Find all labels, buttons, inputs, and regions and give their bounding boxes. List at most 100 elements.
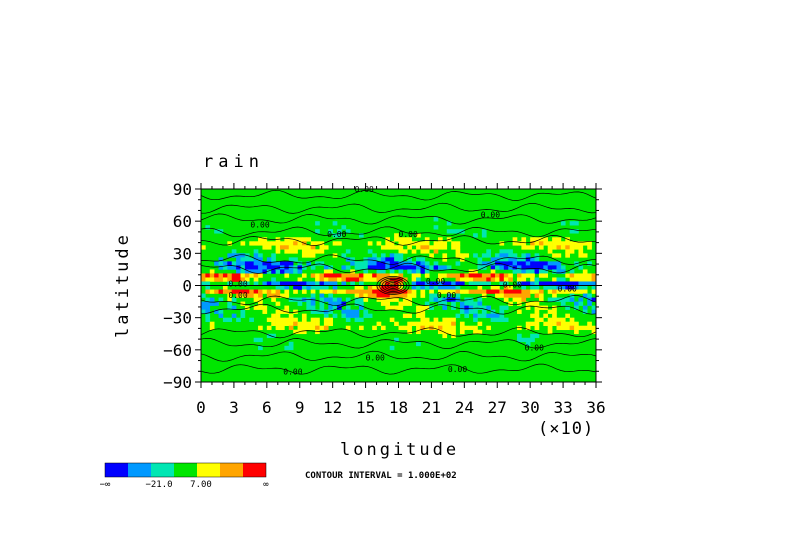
field-cell <box>271 293 276 298</box>
field-cell <box>565 305 570 310</box>
field-cell <box>244 273 250 278</box>
field-cell <box>464 289 470 294</box>
field-cell <box>398 237 404 242</box>
field-cell <box>429 253 434 258</box>
field-cell <box>205 301 211 306</box>
field-cell <box>530 277 535 282</box>
field-cell <box>560 285 566 290</box>
field-cell <box>240 269 246 274</box>
field-cell <box>341 277 347 282</box>
y-tick-label: −90 <box>163 373 192 392</box>
field-cell <box>301 289 307 294</box>
field-cell <box>275 325 281 331</box>
field-cell <box>319 281 325 286</box>
field-cell <box>543 269 549 274</box>
field-cell <box>328 321 333 327</box>
field-cell <box>486 289 491 294</box>
field-cell <box>481 305 487 310</box>
field-cell <box>359 281 364 286</box>
field-cell <box>556 285 562 290</box>
field-cell <box>231 277 237 282</box>
field-cell <box>569 221 575 226</box>
field-cell <box>231 249 237 254</box>
field-cell <box>306 325 312 331</box>
field-cell <box>407 301 412 306</box>
field-cell <box>591 285 597 290</box>
field-cell <box>416 313 421 318</box>
field-cell <box>495 289 500 294</box>
field-cell <box>363 297 369 302</box>
field-cell <box>530 301 535 306</box>
field-cell <box>380 265 386 270</box>
field-cell <box>345 265 351 270</box>
field-cell <box>262 265 268 270</box>
field-cell <box>525 341 531 347</box>
field-cell <box>301 253 307 258</box>
field-cell <box>407 269 412 274</box>
field-cell <box>420 245 426 250</box>
field-cell <box>468 305 474 310</box>
field-cell <box>574 301 579 306</box>
field-cell <box>521 297 527 302</box>
field-cell <box>398 293 404 298</box>
field-cell <box>301 321 307 327</box>
field-cell <box>297 301 303 306</box>
field-cell <box>201 245 206 250</box>
field-cell <box>244 305 250 310</box>
field-cell <box>280 325 285 331</box>
field-cell <box>433 265 439 270</box>
field-cell <box>481 229 487 234</box>
field-cell <box>354 261 360 266</box>
field-cell <box>332 281 338 286</box>
field-cell <box>214 229 219 234</box>
field-cell <box>424 237 430 242</box>
field-cell <box>367 249 373 254</box>
field-cell <box>293 281 298 286</box>
field-cell <box>315 285 320 290</box>
field-cell <box>222 289 228 294</box>
field-cell <box>429 321 434 327</box>
field-cell <box>372 285 377 290</box>
field-cell <box>508 301 513 306</box>
field-cell <box>455 273 461 278</box>
field-cell <box>578 245 584 250</box>
field-cell <box>258 289 263 294</box>
field-cell <box>280 285 285 290</box>
field-cell <box>556 277 562 282</box>
field-cell <box>416 321 421 327</box>
field-cell <box>446 281 452 286</box>
field-cell <box>394 273 399 278</box>
field-cell <box>372 293 377 298</box>
field-cell <box>385 297 391 302</box>
field-cell <box>332 277 338 282</box>
field-cell <box>284 281 290 286</box>
field-cell <box>455 277 461 282</box>
field-cell <box>402 325 408 331</box>
field-cell <box>433 245 439 250</box>
field-cell <box>288 269 294 274</box>
field-cell <box>499 309 505 314</box>
field-cell <box>552 237 557 242</box>
field-cell <box>486 253 491 258</box>
field-cell <box>569 241 575 246</box>
field-cell <box>565 289 570 294</box>
field-cell <box>477 273 483 278</box>
field-cell <box>227 301 233 306</box>
field-cell <box>310 325 316 331</box>
field-cell <box>389 317 395 322</box>
field-cell <box>328 289 333 294</box>
field-cell <box>231 305 237 310</box>
field-cell <box>530 313 535 318</box>
field-cell <box>209 289 215 294</box>
field-cell <box>319 297 325 302</box>
field-cell <box>205 289 211 294</box>
field-cell <box>543 313 549 318</box>
field-cell <box>560 301 566 306</box>
field-cell <box>201 309 206 314</box>
field-cell <box>530 265 535 270</box>
field-cell <box>552 261 557 266</box>
field-cell <box>521 285 527 290</box>
field-cell <box>521 245 527 250</box>
field-cell <box>512 293 518 298</box>
field-cell <box>517 265 522 270</box>
